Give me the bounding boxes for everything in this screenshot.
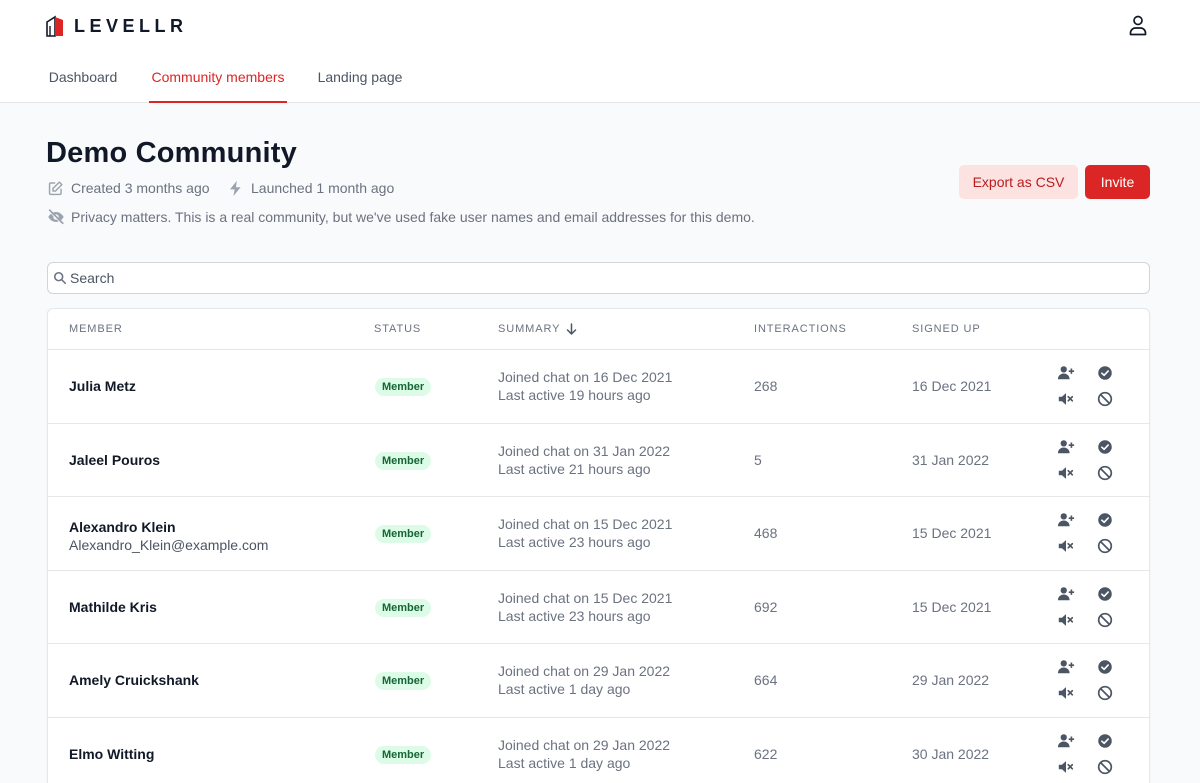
table-row[interactable]: Alexandro Klein Alexandro_Klein@example.c… xyxy=(48,497,1149,571)
member-name[interactable]: Jaleel Pouros xyxy=(69,451,161,468)
check-badge-icon[interactable] xyxy=(1096,658,1114,676)
signed-up-date: 15 Dec 2021 xyxy=(912,598,992,615)
tab-landing-page[interactable]: Landing page xyxy=(317,69,403,85)
ban-icon[interactable] xyxy=(1096,684,1114,702)
table-row[interactable]: Mathilde Kris Member Joined chat on 15 Dec… xyxy=(48,571,1149,644)
signed-up-date: 15 Dec 2021 xyxy=(912,525,992,541)
column-interactions[interactable]: Interactions xyxy=(754,323,847,335)
pencil-square-icon xyxy=(48,180,63,195)
summary-last-active: Last active 23 hours ago xyxy=(498,534,651,550)
interactions-count: 622 xyxy=(754,745,778,762)
column-status[interactable]: Status xyxy=(374,323,422,335)
ban-icon[interactable] xyxy=(1096,758,1114,776)
signed-up-date: 31 Jan 2022 xyxy=(912,451,990,468)
page-title: Demo Community xyxy=(46,137,297,169)
mute-icon[interactable] xyxy=(1057,464,1075,482)
brand-logo[interactable]: LEVELLR xyxy=(46,14,188,38)
user-plus-icon[interactable] xyxy=(1057,364,1075,382)
ban-icon[interactable] xyxy=(1096,390,1114,408)
status-badge: Member xyxy=(375,745,432,764)
mute-icon[interactable] xyxy=(1057,684,1075,702)
table-row[interactable]: Amely Cruickshank Member Joined chat on 29… xyxy=(48,644,1149,718)
table-row[interactable]: Julia Metz Member Joined chat on 16 Dec 20… xyxy=(48,350,1149,424)
created-info: Created 3 months ago xyxy=(47,178,210,198)
summary-last-active: Last active 19 hours ago xyxy=(498,387,651,403)
mute-icon[interactable] xyxy=(1057,611,1075,629)
summary-last-active: Last active 1 day ago xyxy=(498,754,631,771)
signed-up-date: 16 Dec 2021 xyxy=(912,378,992,394)
status-badge: Member xyxy=(375,451,432,470)
user-plus-icon[interactable] xyxy=(1057,511,1075,529)
brand-name: LEVELLR xyxy=(74,15,188,36)
check-badge-icon[interactable] xyxy=(1096,438,1114,456)
status-badge: Member xyxy=(375,378,432,396)
check-badge-icon[interactable] xyxy=(1096,511,1114,529)
ban-icon[interactable] xyxy=(1096,464,1114,482)
user-icon[interactable] xyxy=(1127,14,1149,36)
interactions-count: 468 xyxy=(754,525,778,541)
user-plus-icon[interactable] xyxy=(1057,438,1075,456)
launched-info: Launched 1 month ago xyxy=(227,178,394,198)
signed-up-date: 29 Jan 2022 xyxy=(912,672,990,688)
table-header: Member Status Summary Interactions Signe… xyxy=(48,309,1149,350)
summary-joined: Joined chat on 15 Dec 2021 xyxy=(498,589,673,606)
search-bar xyxy=(47,262,1150,294)
summary-last-active: Last active 21 hours ago xyxy=(498,460,651,477)
summary-joined: Joined chat on 29 Jan 2022 xyxy=(498,736,671,753)
created-text: Created 3 months ago xyxy=(71,180,210,196)
summary-last-active: Last active 23 hours ago xyxy=(498,607,651,624)
tab-dashboard[interactable]: Dashboard xyxy=(48,69,118,85)
interactions-count: 664 xyxy=(754,672,778,688)
check-badge-icon[interactable] xyxy=(1096,585,1114,603)
eye-off-icon xyxy=(48,209,64,225)
summary-last-active: Last active 1 day ago xyxy=(498,681,631,697)
summary-joined: Joined chat on 29 Jan 2022 xyxy=(498,663,671,679)
user-plus-icon[interactable] xyxy=(1057,658,1075,676)
ban-icon[interactable] xyxy=(1096,611,1114,629)
tab-community-members[interactable]: Community members xyxy=(149,58,287,103)
column-summary-label: Summary xyxy=(498,323,561,335)
table-row[interactable]: Elmo Witting Member Joined chat on 29 Jan … xyxy=(48,718,1149,783)
member-name[interactable]: Alexandro Klein xyxy=(69,519,176,535)
user-plus-icon[interactable] xyxy=(1057,732,1075,750)
summary-joined: Joined chat on 31 Jan 2022 xyxy=(498,442,671,459)
column-signed-up[interactable]: Signed up xyxy=(912,323,981,335)
member-name[interactable]: Elmo Witting xyxy=(69,745,155,762)
mute-icon[interactable] xyxy=(1057,537,1075,555)
check-badge-icon[interactable] xyxy=(1096,364,1114,382)
top-bar: LEVELLR Dashboard Community members Land… xyxy=(0,0,1200,103)
launched-text: Launched 1 month ago xyxy=(251,180,395,196)
status-badge: Member xyxy=(375,598,432,617)
summary-joined: Joined chat on 15 Dec 2021 xyxy=(498,516,673,532)
interactions-count: 692 xyxy=(754,598,778,615)
export-csv-button[interactable]: Export as CSV xyxy=(959,165,1078,199)
search-icon xyxy=(53,271,67,285)
column-summary[interactable]: Summary xyxy=(498,323,577,335)
table-row[interactable]: Jaleel Pouros Member Joined chat on 31 Jan… xyxy=(48,424,1149,497)
logo-mark-icon xyxy=(46,15,63,37)
member-name[interactable]: Mathilde Kris xyxy=(69,598,157,615)
invite-button[interactable]: Invite xyxy=(1085,165,1150,199)
check-badge-icon[interactable] xyxy=(1096,732,1114,750)
privacy-note: Privacy matters. This is a real communit… xyxy=(47,207,755,227)
mute-icon[interactable] xyxy=(1057,758,1075,776)
summary-joined: Joined chat on 16 Dec 2021 xyxy=(498,369,673,385)
signed-up-date: 30 Jan 2022 xyxy=(912,745,990,762)
member-name[interactable]: Julia Metz xyxy=(69,378,136,394)
lightning-bolt-icon xyxy=(229,180,241,196)
interactions-count: 5 xyxy=(754,451,762,468)
member-name[interactable]: Amely Cruickshank xyxy=(69,672,199,688)
arrow-down-icon xyxy=(567,323,577,335)
search-input[interactable] xyxy=(70,270,1130,286)
members-table: Member Status Summary Interactions Signe… xyxy=(47,308,1150,783)
status-badge: Member xyxy=(375,672,432,690)
member-email: Alexandro_Klein@example.com xyxy=(69,537,269,553)
privacy-text: Privacy matters. This is a real communit… xyxy=(71,209,755,225)
ban-icon[interactable] xyxy=(1096,537,1114,555)
mute-icon[interactable] xyxy=(1057,390,1075,408)
column-member[interactable]: Member xyxy=(69,323,123,335)
interactions-count: 268 xyxy=(754,378,778,394)
status-badge: Member xyxy=(375,525,432,543)
user-plus-icon[interactable] xyxy=(1057,585,1075,603)
